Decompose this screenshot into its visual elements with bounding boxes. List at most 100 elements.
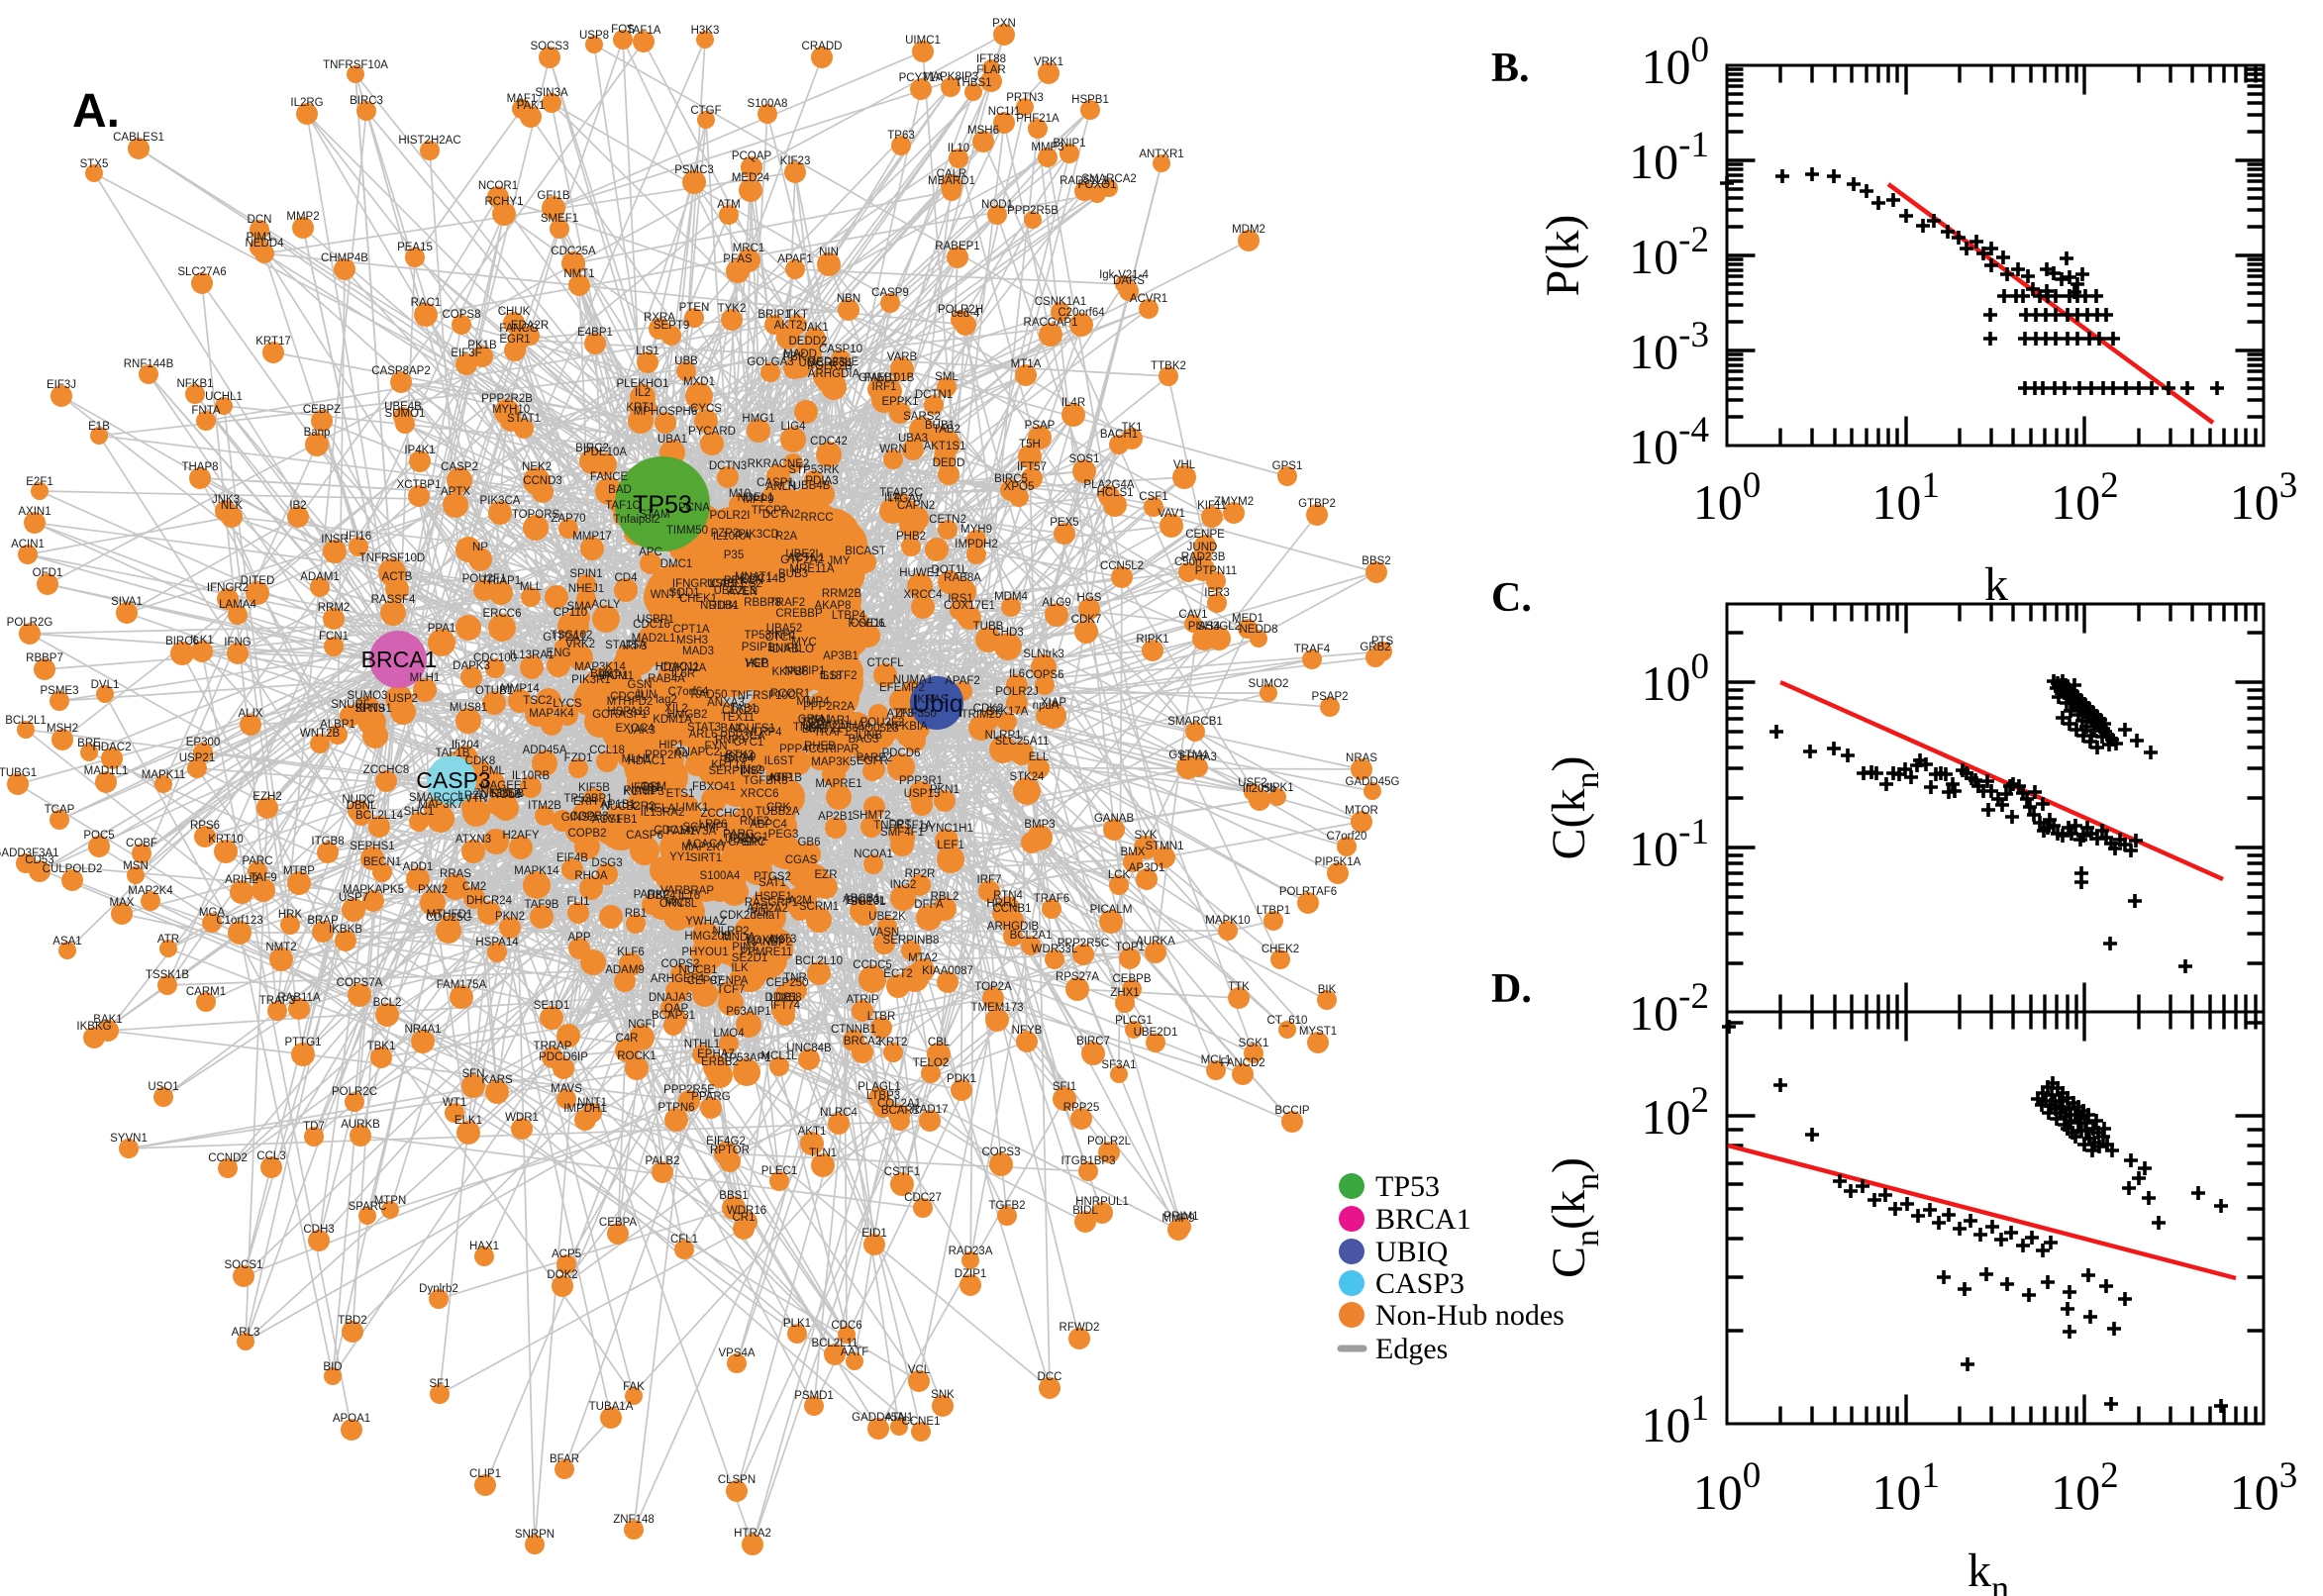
svg-text:A.: A. (72, 85, 120, 138)
svg-text:HRK: HRK (278, 909, 303, 921)
svg-text:TP53INP1: TP53INP1 (744, 630, 796, 642)
svg-text:Dynlrb2: Dynlrb2 (419, 1283, 458, 1295)
svg-text:PRKCH: PRKCH (724, 575, 763, 587)
svg-text:NIN: NIN (819, 247, 839, 258)
svg-text:BCCIP: BCCIP (1274, 1105, 1309, 1117)
svg-text:COPS8: COPS8 (443, 309, 481, 321)
svg-text:JNK3: JNK3 (212, 494, 240, 506)
svg-text:NLRP1: NLRP1 (984, 730, 1021, 742)
svg-text:CTGF: CTGF (690, 105, 721, 117)
svg-text:CALR: CALR (937, 168, 967, 180)
svg-text:PCQAP: PCQAP (732, 150, 772, 162)
svg-text:FZD1: FZD1 (564, 752, 593, 764)
svg-text:POLRTAF6: POLRTAF6 (1279, 886, 1337, 898)
svg-text:AURKA: AURKA (1136, 936, 1175, 948)
svg-text:NBN: NBN (837, 293, 860, 305)
svg-text:HSPE1: HSPE1 (755, 891, 792, 903)
svg-text:MTBP: MTBP (283, 865, 315, 877)
svg-text:PLEKHO1: PLEKHO1 (616, 378, 668, 390)
svg-text:SMARCB1: SMARCB1 (1167, 716, 1223, 728)
svg-text:TCF7: TCF7 (717, 984, 746, 996)
svg-text:GFI1B: GFI1B (537, 190, 570, 202)
svg-text:IL2RG: IL2RG (290, 97, 323, 109)
svg-text:MAD3: MAD3 (682, 646, 714, 657)
svg-text:TIMM50: TIMM50 (666, 525, 708, 537)
svg-text:SOCS1: SOCS1 (225, 1259, 263, 1271)
svg-text:IMPDH2: IMPDH2 (955, 539, 997, 550)
svg-text:APTX: APTX (441, 486, 470, 498)
svg-text:USF2: USF2 (1238, 777, 1266, 789)
svg-text:CDK7: CDK7 (1071, 614, 1102, 626)
svg-text:DVL1: DVL1 (91, 679, 120, 691)
svg-text:MGA: MGA (199, 907, 226, 919)
svg-text:APAF2: APAF2 (945, 675, 980, 687)
svg-text:MPHOSPH6: MPHOSPH6 (634, 406, 698, 418)
svg-text:BRE: BRE (77, 738, 101, 749)
svg-text:GINS2: GINS2 (561, 812, 596, 824)
svg-text:WDR1: WDR1 (505, 1112, 539, 1124)
svg-text:CHEK1: CHEK1 (679, 593, 717, 605)
svg-text:ANXA3: ANXA3 (707, 697, 745, 709)
svg-text:ING2: ING2 (890, 879, 917, 891)
svg-text:LEF1: LEF1 (937, 840, 964, 851)
svg-text:TP63: TP63 (887, 130, 915, 142)
svg-text:IFT57: IFT57 (1017, 461, 1047, 473)
svg-text:COPS2: COPS2 (661, 958, 700, 970)
svg-text:CASP10: CASP10 (819, 344, 862, 355)
svg-text:NUDC: NUDC (342, 794, 374, 806)
svg-text:BIRC7: BIRC7 (1076, 1036, 1110, 1047)
svg-text:VPS4A: VPS4A (718, 1347, 755, 1359)
svg-text:C7orf64: C7orf64 (668, 686, 710, 698)
svg-text:VASN: VASN (869, 927, 899, 939)
svg-text:EPHA3: EPHA3 (1179, 751, 1217, 763)
svg-text:OFD1: OFD1 (33, 567, 63, 579)
svg-text:WDR33L: WDR33L (1032, 944, 1078, 955)
svg-text:DZIP1: DZIP1 (955, 1268, 987, 1280)
svg-text:DCN: DCN (248, 214, 272, 226)
svg-text:KARS: KARS (481, 1074, 513, 1086)
svg-text:SOS1: SOS1 (1069, 453, 1100, 465)
svg-text:RRCC: RRCC (800, 512, 833, 524)
svg-text:EGR1: EGR1 (499, 334, 530, 346)
svg-text:ATRIP: ATRIP (846, 994, 878, 1006)
svg-text:UBE4B: UBE4B (384, 401, 422, 413)
svg-text:ITGAV: ITGAV (889, 493, 923, 505)
svg-text:IFI16: IFI16 (346, 531, 371, 543)
svg-text:KRT17: KRT17 (255, 336, 291, 348)
svg-text:IFNGR2: IFNGR2 (207, 582, 249, 594)
svg-text:P63AIP1: P63AIP1 (726, 1006, 770, 1018)
svg-text:VTN: VTN (465, 793, 488, 805)
svg-text:STX5: STX5 (80, 158, 109, 170)
svg-text:Non-Hub nodes: Non-Hub nodes (1375, 1299, 1565, 1332)
svg-text:AP2B1: AP2B1 (818, 811, 854, 823)
svg-text:COBF: COBF (126, 838, 157, 849)
svg-text:MLH1: MLH1 (410, 672, 441, 684)
svg-text:ATM: ATM (717, 199, 740, 211)
svg-text:ZNF148: ZNF148 (613, 1514, 655, 1526)
svg-text:BCAP31: BCAP31 (652, 1010, 695, 1022)
svg-text:TOP2A: TOP2A (974, 981, 1012, 993)
svg-text:MAX: MAX (110, 897, 135, 909)
svg-text:PLA2G4A: PLA2G4A (1083, 479, 1134, 491)
svg-text:LCK: LCK (1108, 869, 1131, 881)
svg-text:SML: SML (935, 371, 959, 383)
svg-text:SYVN1: SYVN1 (110, 1133, 148, 1145)
svg-text:GANAB: GANAB (1094, 813, 1135, 825)
svg-text:EDA2R: EDA2R (511, 320, 549, 332)
svg-text:XRCC6: XRCC6 (741, 788, 779, 800)
svg-text:IL6ST: IL6ST (764, 755, 795, 767)
svg-text:E4BP1: E4BP1 (577, 327, 613, 339)
svg-text:ADAM9: ADAM9 (605, 964, 645, 976)
svg-text:MMP14: MMP14 (500, 683, 540, 695)
svg-text:TK1: TK1 (1121, 422, 1142, 434)
svg-text:Ubiq: Ubiq (912, 690, 962, 718)
svg-text:CEBPA: CEBPA (599, 1217, 637, 1229)
svg-text:AKT3: AKT3 (768, 934, 797, 946)
svg-text:JMY: JMY (828, 555, 851, 567)
svg-text:NUFIP1: NUFIP1 (785, 665, 826, 677)
svg-text:CASP2: CASP2 (441, 461, 478, 473)
svg-text:MAPKAPK5: MAPKAPK5 (343, 884, 404, 896)
svg-text:COPB2: COPB2 (568, 828, 607, 840)
svg-text:KIAA0087: KIAA0087 (922, 965, 973, 977)
svg-text:S100A8: S100A8 (748, 98, 788, 110)
